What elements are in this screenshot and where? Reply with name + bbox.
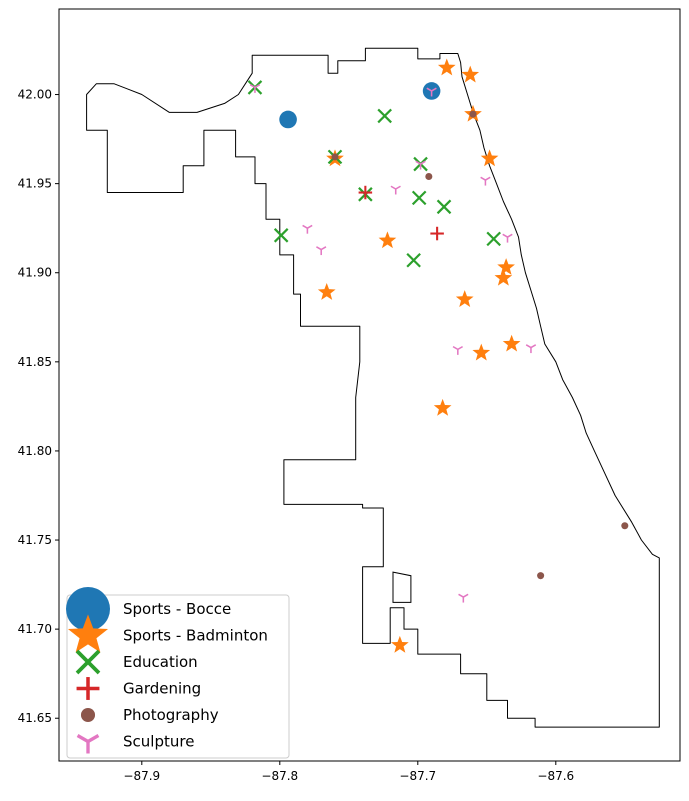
data-point	[425, 172, 433, 181]
data-point	[494, 268, 513, 286]
plot-content	[86, 47, 660, 728]
legend-item: Sculpture	[76, 733, 194, 754]
legend-label: Sports - Bocce	[123, 600, 231, 618]
x-tick-label: −87.7	[399, 769, 436, 783]
data-point	[621, 522, 629, 530]
data-point	[279, 110, 297, 129]
y-tick-label: 41.65	[18, 711, 52, 725]
y-tick-label: 41.95	[18, 177, 52, 191]
city-boundary	[86, 47, 660, 728]
data-point	[317, 283, 336, 300]
data-point	[302, 224, 313, 234]
data-point	[390, 185, 401, 195]
legend-marker	[80, 707, 96, 723]
axes-frame	[58, 8, 681, 762]
data-point	[273, 228, 289, 243]
legend-marker	[76, 677, 100, 700]
data-point	[316, 246, 327, 256]
data-point	[486, 231, 501, 247]
legend-item: Education	[75, 649, 198, 675]
legend-item: Sports - Bocce	[66, 587, 231, 631]
data-point	[469, 110, 477, 118]
y-tick-label: 41.90	[18, 266, 52, 280]
data-point	[406, 252, 421, 268]
data-point	[378, 231, 397, 249]
data-point	[249, 83, 261, 93]
data-point	[437, 58, 456, 76]
data-point	[502, 334, 521, 352]
city-boundary-inset	[392, 571, 412, 603]
y-tick-label: 41.70	[18, 622, 52, 636]
legend-label: Sports - Badminton	[123, 627, 268, 645]
series-gardening	[358, 185, 444, 241]
y-tick-label: 41.85	[18, 355, 52, 369]
data-point	[537, 572, 545, 580]
data-point	[502, 233, 513, 243]
y-tick-label: 41.80	[18, 444, 52, 458]
legend-box	[66, 594, 290, 759]
data-point	[458, 593, 469, 603]
data-point	[377, 108, 392, 124]
legend-marker	[75, 649, 101, 675]
series-photography	[331, 110, 629, 580]
data-point	[426, 87, 437, 97]
data-point	[525, 344, 537, 354]
axis-ticks: −87.9 −87.8 −87.7 −87.6 41.65 41.70 41.75 41.80…	[18, 88, 575, 783]
legend-item: Photography	[80, 706, 219, 724]
legend-label: Education	[123, 653, 198, 671]
legend-item: Gardening	[76, 677, 201, 700]
data-point	[436, 199, 452, 215]
data-point	[411, 190, 427, 206]
legend-item: Sports - Badminton	[67, 614, 268, 653]
data-point	[331, 153, 339, 161]
data-point	[433, 398, 452, 416]
legend-marker	[66, 587, 110, 631]
x-tick-label: −87.6	[537, 769, 574, 783]
legend-marker	[76, 734, 100, 754]
y-tick-label: 42.00	[18, 88, 52, 102]
data-point	[391, 635, 409, 653]
data-point	[480, 149, 499, 167]
data-point	[358, 185, 373, 200]
series-sculpture	[249, 83, 537, 603]
data-point	[455, 290, 474, 307]
x-tick-label: −87.9	[123, 769, 160, 783]
y-tick-label: 41.75	[18, 533, 52, 547]
legend-label: Sculpture	[123, 733, 194, 751]
data-point	[472, 343, 491, 361]
x-tick-label: −87.8	[261, 769, 298, 783]
legend: Sports - Bocce Sports - Badminton Educatio…	[66, 587, 290, 759]
data-point	[461, 65, 480, 83]
data-point	[415, 160, 426, 170]
legend-marker	[67, 614, 109, 653]
plot-area	[86, 47, 660, 728]
data-point	[480, 176, 491, 186]
data-point	[497, 258, 515, 275]
data-point	[430, 226, 444, 241]
data-point	[452, 345, 463, 355]
legend-label: Gardening	[123, 680, 201, 698]
legend-label: Photography	[123, 706, 219, 724]
